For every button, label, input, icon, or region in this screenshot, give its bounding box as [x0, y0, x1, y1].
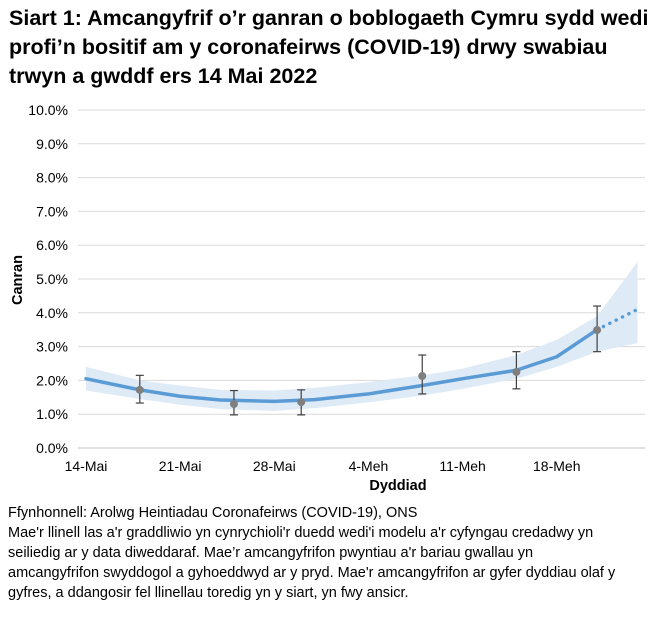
note-line: Mae'r llinell las a'r graddliwio yn cynr… [8, 525, 594, 541]
point-estimate [297, 389, 306, 416]
y-tick-label: 0.0% [36, 440, 68, 456]
y-tick-label: 7.0% [36, 203, 68, 219]
data-point [135, 385, 144, 394]
x-tick-label: 4-Meh [349, 458, 389, 474]
data-point [512, 367, 521, 376]
y-tick-label: 1.0% [36, 406, 68, 422]
y-tick-label: 3.0% [36, 339, 68, 355]
x-tick-label: 14-Mai [65, 458, 108, 474]
y-tick-labels: 0.0% 1.0% 2.0% 3.0% 4.0% 5.0% 6.0% 7.0% 8.0% 9.0%… [28, 102, 68, 456]
note-line: amcangyfrifon swyddogol a gyhoeddwyd ar … [8, 565, 616, 581]
trend-line [84, 327, 599, 404]
y-tick-label: 2.0% [36, 372, 68, 388]
y-tick-label: 10.0% [28, 102, 68, 118]
y-tick-label: 6.0% [36, 237, 68, 253]
footnote: Ffynhonnell: Arolwg Heintiadau Coronafei… [8, 503, 663, 603]
note-line: seiliedig ar y data diweddaraf. Mae’r am… [8, 545, 534, 561]
point-estimate [512, 351, 521, 390]
point-estimate [135, 374, 144, 404]
chart-title: Siart 1: Amcangyfrif o’r ganran o boblog… [9, 6, 649, 88]
x-tick-label: 18-Meh [533, 458, 580, 474]
x-tick-label: 21-Mai [159, 458, 202, 474]
y-tick-label: 8.0% [36, 170, 68, 186]
note-line: gyfres, a ddangosir fel llinellau toredi… [8, 585, 409, 601]
trend-line-dotted [595, 307, 640, 332]
y-axis-label: Canran [10, 255, 26, 305]
data-point [418, 372, 427, 381]
point-estimate [229, 389, 238, 416]
x-tick-label: 11-Meh [439, 458, 485, 474]
source-text: Ffynhonnell: Arolwg Heintiadau Coronafei… [8, 505, 418, 521]
data-point [229, 400, 238, 409]
y-tick-label: 5.0% [36, 271, 68, 287]
data-point [593, 326, 602, 335]
point-estimates [135, 305, 602, 416]
x-axis-label: Dyddiad [369, 478, 426, 494]
y-tick-label: 9.0% [36, 136, 68, 152]
point-estimate [593, 305, 602, 353]
chart: 0.0% 1.0% 2.0% 3.0% 4.0% 5.0% 6.0% 7.0% 8.0% 9.0%… [10, 102, 645, 494]
x-tick-label: 28-Mai [253, 458, 296, 474]
point-estimate [418, 354, 427, 395]
y-tick-label: 4.0% [36, 305, 68, 321]
data-point [297, 398, 306, 407]
credible-interval-band [86, 262, 638, 411]
x-tick-labels: 14-Mai 21-Mai 28-Mai 4-Meh 11-Meh 18-Meh [65, 458, 581, 474]
